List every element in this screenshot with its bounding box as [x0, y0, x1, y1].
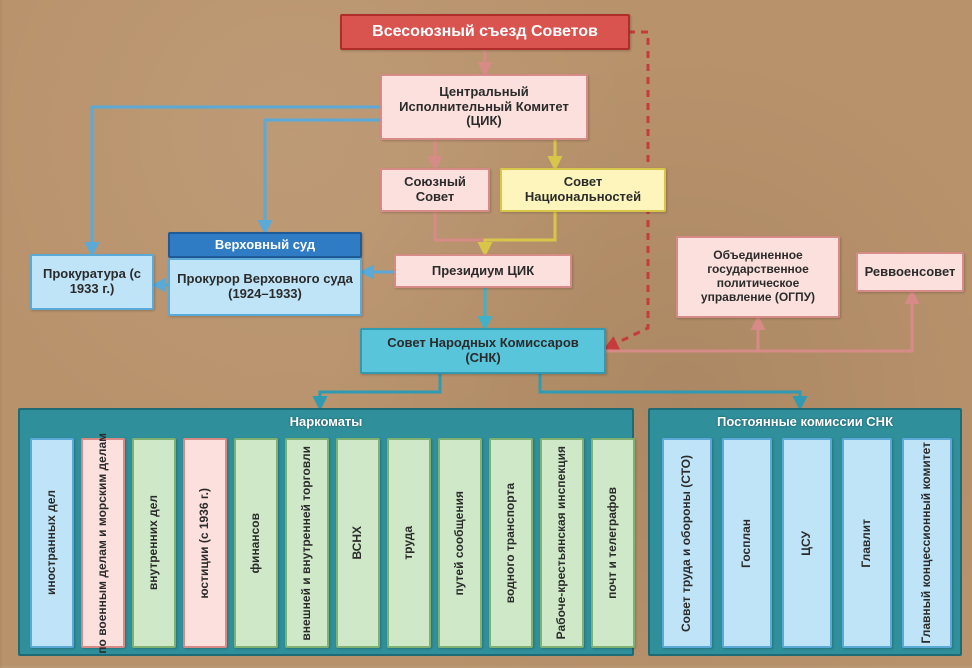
komissii-item: Главлит: [842, 438, 892, 648]
node-label: Реввоенсовет: [865, 265, 956, 280]
narkomaty-item: юстиции (с 1936 г.): [183, 438, 227, 648]
node-ogpu: Объединенное государственное политическо…: [676, 236, 840, 318]
narkomaty-item: внешней и внутренней торговли: [285, 438, 329, 648]
node-label: Верховный суд: [215, 238, 315, 253]
vert-item-label: путей сообщения: [453, 491, 467, 596]
group-title: Постоянные комиссии СНК: [650, 414, 960, 429]
node-label: Союзный Совет: [388, 175, 482, 205]
node-label: Совет Национальностей: [508, 175, 658, 205]
edge: [320, 374, 440, 408]
edge: [265, 120, 380, 232]
narkomaty-item: иностранных дел: [30, 438, 74, 648]
komissii-item: Госплан: [722, 438, 772, 648]
node-label: Объединенное государственное политическо…: [684, 249, 832, 304]
vert-item-label: водного транспорта: [504, 483, 518, 603]
vert-item-label: по военным делам и морским делам: [96, 433, 110, 654]
narkomaty-item: водного транспорта: [489, 438, 533, 648]
node-label: Президиум ЦИК: [432, 264, 534, 279]
node-label: Прокурор Верховного суда (1924–1933): [176, 272, 354, 302]
edge: [485, 212, 555, 254]
node-label: Совет Народных Комиссаров (СНК): [368, 336, 598, 366]
node-snk: Совет Народных Комиссаров (СНК): [360, 328, 606, 374]
komissii-item: ЦСУ: [782, 438, 832, 648]
narkomaty-item: труда: [387, 438, 431, 648]
narkomaty-item: по военным делам и морским делам: [81, 438, 125, 648]
narkomaty-item: почт и телеграфов: [591, 438, 635, 648]
komissii-item: Совет труда и обороны (СТО): [662, 438, 712, 648]
node-label: Центральный Исполнительный Комитет (ЦИК): [388, 85, 580, 130]
edge: [606, 318, 758, 351]
vert-item-label: Рабоче-крестьянская инспекция: [555, 446, 569, 639]
edge: [540, 374, 800, 408]
node-presidium: Президиум ЦИК: [394, 254, 572, 288]
node-nat_sov: Совет Национальностей: [500, 168, 666, 212]
vert-item-label: ВСНХ: [351, 526, 365, 560]
vert-item-label: финансов: [249, 513, 263, 573]
vert-item-label: почт и телеграфов: [606, 487, 620, 599]
vert-item-label: иностранных дел: [45, 490, 59, 595]
node-supcourt: Прокурор Верховного суда (1924–1933): [168, 258, 362, 316]
node-revvoen: Реввоенсовет: [856, 252, 964, 292]
node-congress: Всесоюзный съезд Советов: [340, 14, 630, 50]
narkomaty-item: путей сообщения: [438, 438, 482, 648]
vert-item-label: труда: [402, 526, 416, 560]
komissii-item: Главный концессионный комитет: [902, 438, 952, 648]
vert-item-label: внутренних дел: [147, 495, 161, 590]
vert-item-label: Главлит: [860, 519, 874, 568]
narkomaty-item: ВСНХ: [336, 438, 380, 648]
vert-item-label: Совет труда и обороны (СТО): [680, 455, 694, 632]
node-label: Прокуратура (с 1933 г.): [38, 267, 146, 297]
vert-item-label: юстиции (с 1936 г.): [198, 488, 212, 599]
node-union_sov: Союзный Совет: [380, 168, 490, 212]
vert-item-label: Главный концессионный комитет: [920, 442, 934, 643]
node-label: Всесоюзный съезд Советов: [372, 23, 598, 41]
node-supcourt_h: Верховный суд: [168, 232, 362, 258]
narkomaty-item: финансов: [234, 438, 278, 648]
group-title: Наркоматы: [20, 414, 632, 429]
narkomaty-item: Рабоче-крестьянская инспекция: [540, 438, 584, 648]
diagram-stage: Наркоматы Постоянные комиссии СНК Всесоюзн…: [0, 0, 972, 668]
node-cik: Центральный Исполнительный Комитет (ЦИК): [380, 74, 588, 140]
vert-item-label: Госплан: [740, 519, 754, 568]
edge: [435, 212, 485, 254]
narkomaty-item: внутренних дел: [132, 438, 176, 648]
vert-item-label: ЦСУ: [800, 531, 814, 556]
vert-item-label: внешней и внутренней торговли: [300, 446, 314, 641]
node-prosecutor: Прокуратура (с 1933 г.): [30, 254, 154, 310]
